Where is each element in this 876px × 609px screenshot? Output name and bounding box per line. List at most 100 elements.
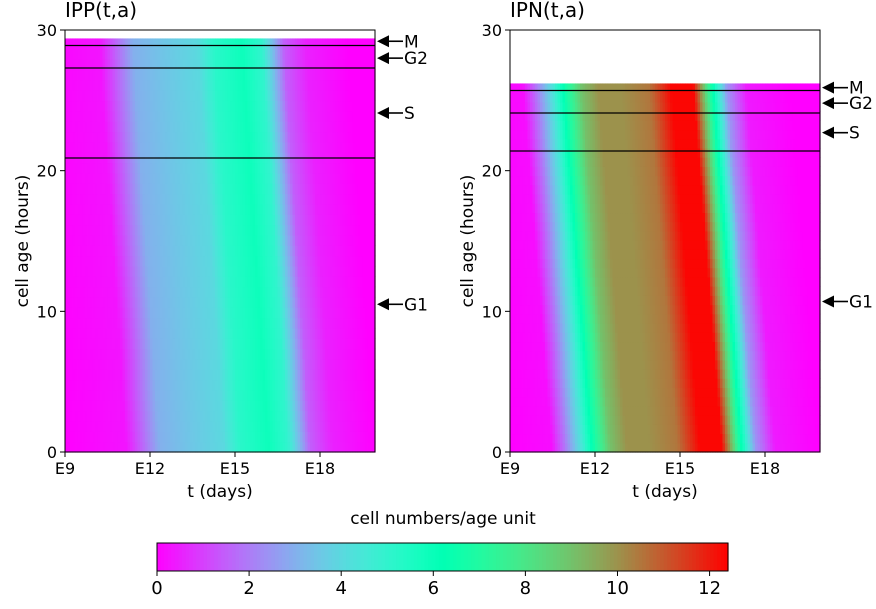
heatmap-cell bbox=[257, 317, 261, 329]
heatmap-cell bbox=[240, 255, 244, 267]
heatmap-cell bbox=[187, 203, 191, 215]
heatmap-cell bbox=[315, 265, 319, 277]
heatmap-cell bbox=[237, 193, 241, 205]
heatmap-cell bbox=[175, 121, 179, 133]
heatmap-cell bbox=[352, 379, 356, 391]
heatmap-cell bbox=[337, 203, 341, 215]
heatmap-cell bbox=[110, 410, 114, 422]
heatmap-cell bbox=[130, 59, 134, 71]
heatmap-cell bbox=[125, 214, 129, 226]
heatmap-cell bbox=[252, 110, 256, 122]
heatmap-cell bbox=[110, 245, 114, 257]
heatmap-cell bbox=[162, 224, 166, 236]
heatmap-cell bbox=[315, 358, 319, 370]
heatmap-cell bbox=[182, 59, 186, 71]
heatmap-cell bbox=[297, 348, 301, 360]
heatmap-cell bbox=[177, 172, 181, 184]
heatmap-cell bbox=[310, 245, 314, 257]
heatmap-cell bbox=[357, 410, 361, 422]
heatmap-cell bbox=[177, 317, 181, 329]
heatmap-cell bbox=[235, 48, 239, 60]
y-tick-label: 20 bbox=[37, 162, 57, 181]
heatmap-cell bbox=[300, 131, 304, 143]
heatmap-cell bbox=[170, 214, 174, 226]
heatmap-cell bbox=[100, 296, 104, 308]
heatmap-cell bbox=[312, 410, 316, 422]
heatmap-cell bbox=[290, 172, 294, 184]
heatmap-cell bbox=[105, 276, 109, 288]
heatmap-cell bbox=[287, 255, 291, 267]
heatmap-cell bbox=[160, 255, 164, 267]
heatmap-cell bbox=[120, 69, 124, 81]
heatmap-cell bbox=[287, 59, 291, 71]
heatmap-cell bbox=[87, 90, 91, 102]
heatmap-cell bbox=[292, 296, 296, 308]
heatmap-cell bbox=[170, 141, 174, 153]
heatmap-cell bbox=[335, 193, 339, 205]
heatmap-cell bbox=[150, 369, 154, 381]
heatmap-cell bbox=[227, 379, 231, 391]
heatmap-cell bbox=[90, 307, 94, 319]
heatmap-cell bbox=[272, 379, 276, 391]
heatmap-cell bbox=[240, 389, 244, 401]
heatmap-cell bbox=[175, 358, 179, 370]
heatmap-cell bbox=[117, 255, 121, 267]
heatmap-cell bbox=[275, 400, 279, 412]
heatmap-cell bbox=[245, 193, 249, 205]
heatmap-cell bbox=[155, 410, 159, 422]
heatmap-cell bbox=[162, 286, 166, 298]
heatmap-cell bbox=[162, 379, 166, 391]
heatmap-cell bbox=[357, 48, 361, 60]
heatmap-cell bbox=[195, 431, 199, 443]
heatmap-cell bbox=[352, 121, 356, 133]
heatmap-cell bbox=[212, 255, 216, 267]
heatmap-cell bbox=[302, 255, 306, 267]
heatmap-cell bbox=[202, 69, 206, 81]
heatmap-cell bbox=[102, 255, 106, 267]
heatmap-cell bbox=[315, 307, 319, 319]
heatmap-cell bbox=[180, 90, 184, 102]
heatmap-cell bbox=[217, 141, 221, 153]
heatmap-cell bbox=[292, 441, 296, 453]
heatmap-cell bbox=[90, 420, 94, 432]
heatmap-cell bbox=[87, 79, 91, 91]
heatmap-cell bbox=[252, 59, 256, 71]
heatmap-cell bbox=[197, 265, 201, 277]
heatmap-cell bbox=[197, 348, 201, 360]
heatmap-cell bbox=[127, 400, 131, 412]
heatmap-cell bbox=[112, 79, 116, 91]
heatmap-cell bbox=[130, 358, 134, 370]
heatmap-cell bbox=[337, 327, 341, 339]
heatmap-cell bbox=[327, 389, 331, 401]
heatmap-cell bbox=[280, 400, 284, 412]
heatmap-cell bbox=[337, 317, 341, 329]
heatmap-cell bbox=[77, 141, 81, 153]
heatmap-cell bbox=[300, 410, 304, 422]
heatmap-cell bbox=[95, 296, 99, 308]
heatmap-cell bbox=[135, 255, 139, 267]
heatmap-cell bbox=[192, 338, 196, 350]
heatmap-cell bbox=[292, 265, 296, 277]
heatmap-cell bbox=[172, 358, 176, 370]
heatmap-cell bbox=[357, 38, 361, 50]
heatmap-cell bbox=[97, 265, 101, 277]
heatmap-cell bbox=[315, 59, 319, 71]
heatmap-cell bbox=[115, 420, 119, 432]
heatmap-cell bbox=[132, 245, 136, 257]
heatmap-cell bbox=[362, 276, 366, 288]
heatmap-cell bbox=[187, 48, 191, 60]
heatmap-cell bbox=[250, 400, 254, 412]
heatmap-cell bbox=[337, 410, 341, 422]
heatmap-cell bbox=[120, 265, 124, 277]
heatmap-cell bbox=[345, 327, 349, 339]
heatmap-cell bbox=[272, 100, 276, 112]
heatmap-cell bbox=[177, 245, 181, 257]
heatmap-cell bbox=[122, 389, 126, 401]
heatmap-cell bbox=[282, 234, 286, 246]
heatmap-cell bbox=[310, 48, 314, 60]
heatmap-cell bbox=[85, 79, 89, 91]
heatmap-cell bbox=[355, 389, 359, 401]
heatmap-cell bbox=[282, 38, 286, 50]
heatmap-cell bbox=[310, 110, 314, 122]
heatmap-cell bbox=[347, 193, 351, 205]
